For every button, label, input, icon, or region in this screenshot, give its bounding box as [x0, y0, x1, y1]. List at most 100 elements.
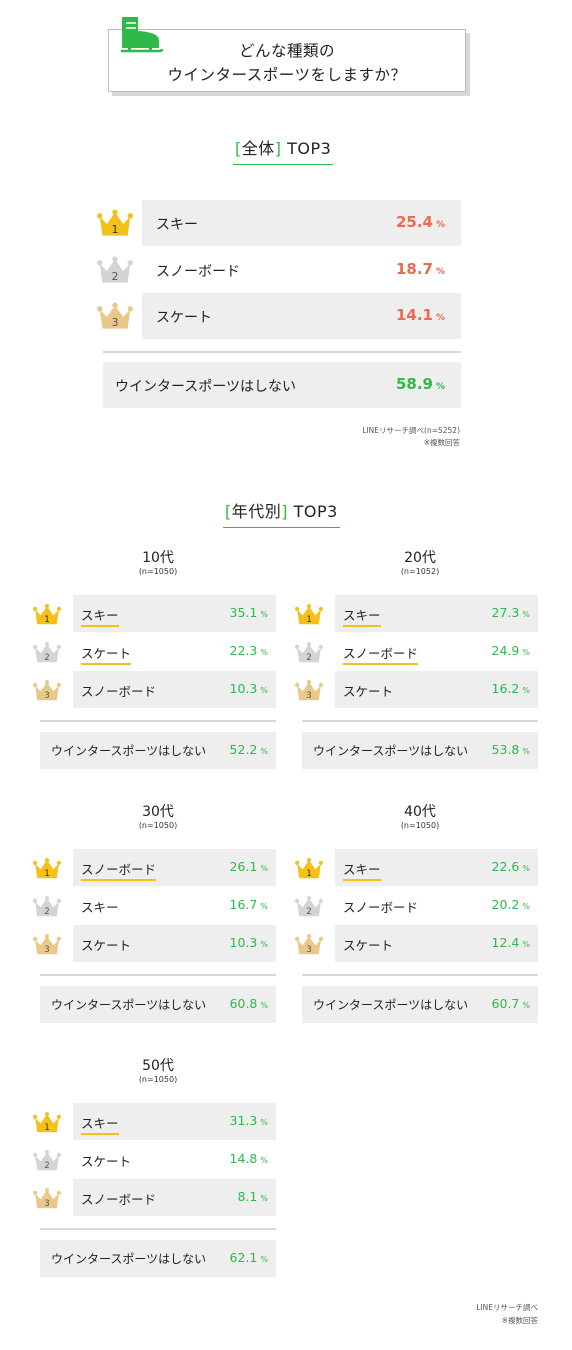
- age-row-value: 35.1%: [230, 605, 268, 620]
- by-age-heading: [年代別] TOP3: [223, 498, 340, 528]
- age-row: スノーボード 8.1%: [73, 1179, 276, 1216]
- age-row: スキー 35.1%: [73, 595, 276, 632]
- age-row-value: 16.7%: [230, 897, 268, 912]
- crown-rank-number: 2: [306, 652, 311, 662]
- crown-rank-number: 1: [306, 868, 311, 878]
- age-row-unit: %: [260, 1118, 268, 1127]
- age-none-number: 62.1: [229, 1250, 258, 1265]
- age-row: スノーボード 26.1%: [73, 849, 276, 886]
- crown-rank-number: 2: [112, 270, 119, 283]
- age-group-sample-size: (n=1050): [138, 1075, 178, 1084]
- by-age-note: ※複数回答: [501, 1316, 538, 1325]
- age-row-label: スケート: [81, 938, 132, 953]
- crown-rank-number: 1: [44, 1122, 49, 1132]
- age-group-title: 30代: [142, 804, 174, 820]
- age-row-label: スノーボード: [81, 1192, 157, 1207]
- age-row-label: スノーボード: [343, 643, 419, 665]
- ice-skate-icon: [121, 17, 164, 53]
- age-row-value: 24.9%: [492, 643, 530, 658]
- overall-heading: [全体] TOP3: [232, 135, 334, 165]
- age-row-label: スキー: [343, 605, 381, 627]
- age-row-value: 27.3%: [492, 605, 530, 620]
- overall-row-unit: %: [435, 313, 445, 323]
- age-row-unit: %: [522, 940, 530, 949]
- age-row-unit: %: [522, 648, 530, 657]
- overall-row-value: 25.4%: [396, 213, 445, 231]
- age-group-sample-size: (n=1050): [400, 821, 440, 830]
- age-row-label: スノーボード: [343, 900, 419, 915]
- silver-crown-icon: 2: [295, 896, 323, 917]
- crown-rank-number: 3: [112, 316, 119, 329]
- age-separator: [40, 974, 276, 976]
- overall-none-row: ウインタースポーツはしない 58.9%: [103, 362, 461, 408]
- age-row-number: 10.3: [229, 935, 258, 950]
- age-row-unit: %: [522, 902, 530, 911]
- gold-crown-icon: 1: [295, 604, 323, 625]
- age-row-value: 8.1%: [238, 1189, 269, 1204]
- overall-none-unit: %: [435, 382, 445, 392]
- by-age-heading-rest: TOP3: [293, 502, 338, 521]
- age-separator: [40, 1228, 276, 1230]
- age-row: スケート 22.3%: [73, 633, 276, 670]
- bronze-crown-icon: 3: [97, 302, 133, 329]
- age-row: スケート 14.8%: [73, 1141, 276, 1178]
- age-row-unit: %: [522, 610, 530, 619]
- age-row: スキー 31.3%: [73, 1103, 276, 1140]
- overall-heading-bracket-close: ]: [274, 139, 282, 158]
- age-group-sample-size: (n=1050): [138, 821, 178, 830]
- bronze-crown-icon: 3: [33, 934, 61, 955]
- age-none-value: 60.7%: [492, 996, 530, 1011]
- overall-none-value: 58.9%: [396, 375, 445, 393]
- age-row-number: 8.1: [237, 1189, 258, 1204]
- crown-rank-number: 2: [44, 652, 49, 662]
- age-row-label: スキー: [81, 1113, 119, 1135]
- age-row: スケート 12.4%: [335, 925, 538, 962]
- bronze-crown-icon: 3: [295, 934, 323, 955]
- crown-rank-number: 3: [306, 690, 311, 700]
- age-row: スノーボード 20.2%: [335, 887, 538, 924]
- age-row-value: 31.3%: [230, 1113, 268, 1128]
- crown-rank-number: 3: [44, 944, 49, 954]
- age-none-label: ウインタースポーツはしない: [51, 744, 207, 758]
- crown-rank-number: 2: [44, 906, 49, 916]
- overall-row-unit: %: [435, 267, 445, 277]
- age-row-value: 20.2%: [492, 897, 530, 912]
- title-line-1: どんな種類の: [238, 42, 335, 60]
- age-row-value: 22.3%: [230, 643, 268, 658]
- age-row: スキー 27.3%: [335, 595, 538, 632]
- age-row-label: スケート: [343, 684, 394, 699]
- age-row-number: 16.7: [229, 897, 258, 912]
- age-row-label: スノーボード: [81, 859, 157, 881]
- by-age-source: LINEリサーチ調べ: [476, 1303, 538, 1312]
- overall-row-number: 14.1: [395, 306, 433, 324]
- age-separator: [302, 720, 538, 722]
- age-row-number: 22.6: [491, 859, 520, 874]
- age-row-label: スケート: [81, 643, 132, 665]
- age-none-unit: %: [522, 747, 530, 756]
- overall-heading-word: 全体: [241, 139, 275, 158]
- age-row-unit: %: [260, 610, 268, 619]
- silver-crown-icon: 2: [33, 642, 61, 663]
- gold-crown-icon: 1: [33, 604, 61, 625]
- gold-crown-icon: 1: [295, 858, 323, 879]
- crown-rank-number: 1: [112, 223, 119, 236]
- silver-crown-icon: 2: [97, 256, 133, 283]
- gold-crown-icon: 1: [33, 1112, 61, 1133]
- age-row: スキー 16.7%: [73, 887, 276, 924]
- crown-rank-number: 2: [306, 906, 311, 916]
- age-none-row: ウインタースポーツはしない 52.2%: [40, 732, 276, 769]
- age-row-number: 27.3: [491, 605, 520, 620]
- age-row-label: スケート: [81, 1154, 132, 1169]
- gold-crown-icon: 1: [97, 209, 133, 236]
- age-row-number: 12.4: [491, 935, 520, 950]
- by-age-heading-word: 年代別: [231, 502, 282, 521]
- overall-note: ※複数回答: [423, 438, 460, 447]
- age-row-unit: %: [260, 1194, 268, 1203]
- age-row-value: 14.8%: [230, 1151, 268, 1166]
- gold-crown-icon: 1: [33, 858, 61, 879]
- overall-row-label: スキー: [156, 217, 198, 233]
- age-row-unit: %: [260, 902, 268, 911]
- by-age-heading-bracket-close: ]: [281, 502, 289, 521]
- overall-row-number: 25.4: [395, 213, 433, 231]
- age-group-title: 20代: [404, 550, 436, 566]
